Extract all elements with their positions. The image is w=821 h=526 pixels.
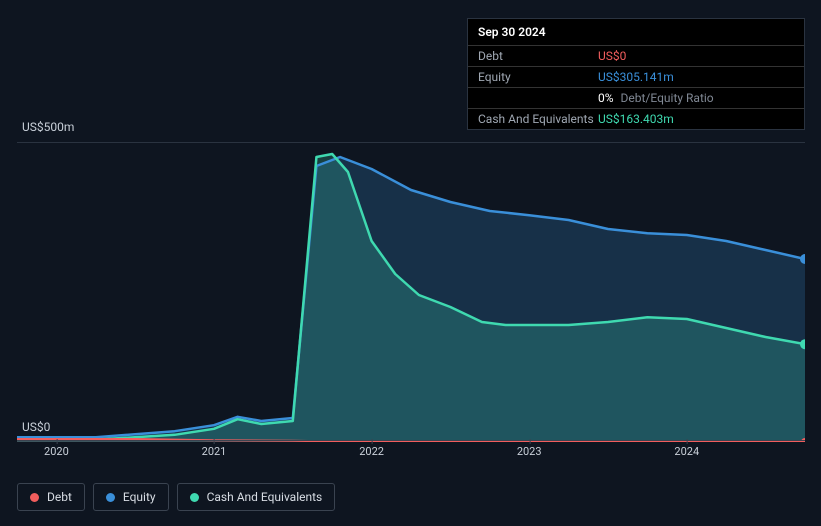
legend-item-equity[interactable]: Equity — [93, 483, 169, 511]
tooltip-value-ratio: 0% Debt/Equity Ratio — [598, 91, 794, 105]
ratio-percent: 0% — [598, 91, 614, 105]
legend-dot-icon — [190, 493, 199, 502]
legend-label: Equity — [123, 490, 156, 504]
tooltip-row-debt: Debt US$0 — [468, 45, 804, 66]
plot-svg — [17, 142, 805, 442]
tooltip-label-debt: Debt — [478, 49, 598, 63]
x-tick-label: 2021 — [202, 445, 227, 458]
x-tick-label: 2020 — [44, 445, 69, 458]
legend-dot-icon — [30, 493, 39, 502]
x-tick-label: 2022 — [359, 445, 384, 458]
tooltip-value-equity: US$305.141m — [598, 70, 794, 84]
legend-item-cash[interactable]: Cash And Equivalents — [177, 483, 336, 511]
chart-legend: Debt Equity Cash And Equivalents — [17, 483, 335, 511]
legend-item-debt[interactable]: Debt — [17, 483, 85, 511]
legend-label: Debt — [47, 490, 72, 504]
ratio-label-text: Debt/Equity Ratio — [621, 91, 714, 105]
tooltip-row-ratio: 0% Debt/Equity Ratio — [468, 87, 804, 108]
x-tick-label: 2023 — [517, 445, 542, 458]
summary-tooltip: Sep 30 2024 Debt US$0 Equity US$305.141m… — [467, 18, 805, 130]
y-axis-max-label: US$500m — [22, 120, 74, 134]
x-tick-label: 2024 — [674, 445, 699, 458]
chart-area[interactable]: US$500m US$0 2020 2021 2022 2023 2024 — [17, 120, 805, 480]
tooltip-value-debt: US$0 — [598, 49, 794, 63]
x-axis-ticks: 2020 2021 2022 2023 2024 — [17, 445, 805, 465]
tooltip-label-equity: Equity — [478, 70, 598, 84]
y-axis-zero-label: US$0 — [22, 420, 50, 434]
tooltip-label-ratio — [478, 91, 598, 105]
tooltip-row-equity: Equity US$305.141m — [468, 66, 804, 87]
legend-label: Cash And Equivalents — [207, 490, 323, 504]
legend-dot-icon — [106, 493, 115, 502]
tooltip-date: Sep 30 2024 — [468, 19, 804, 45]
